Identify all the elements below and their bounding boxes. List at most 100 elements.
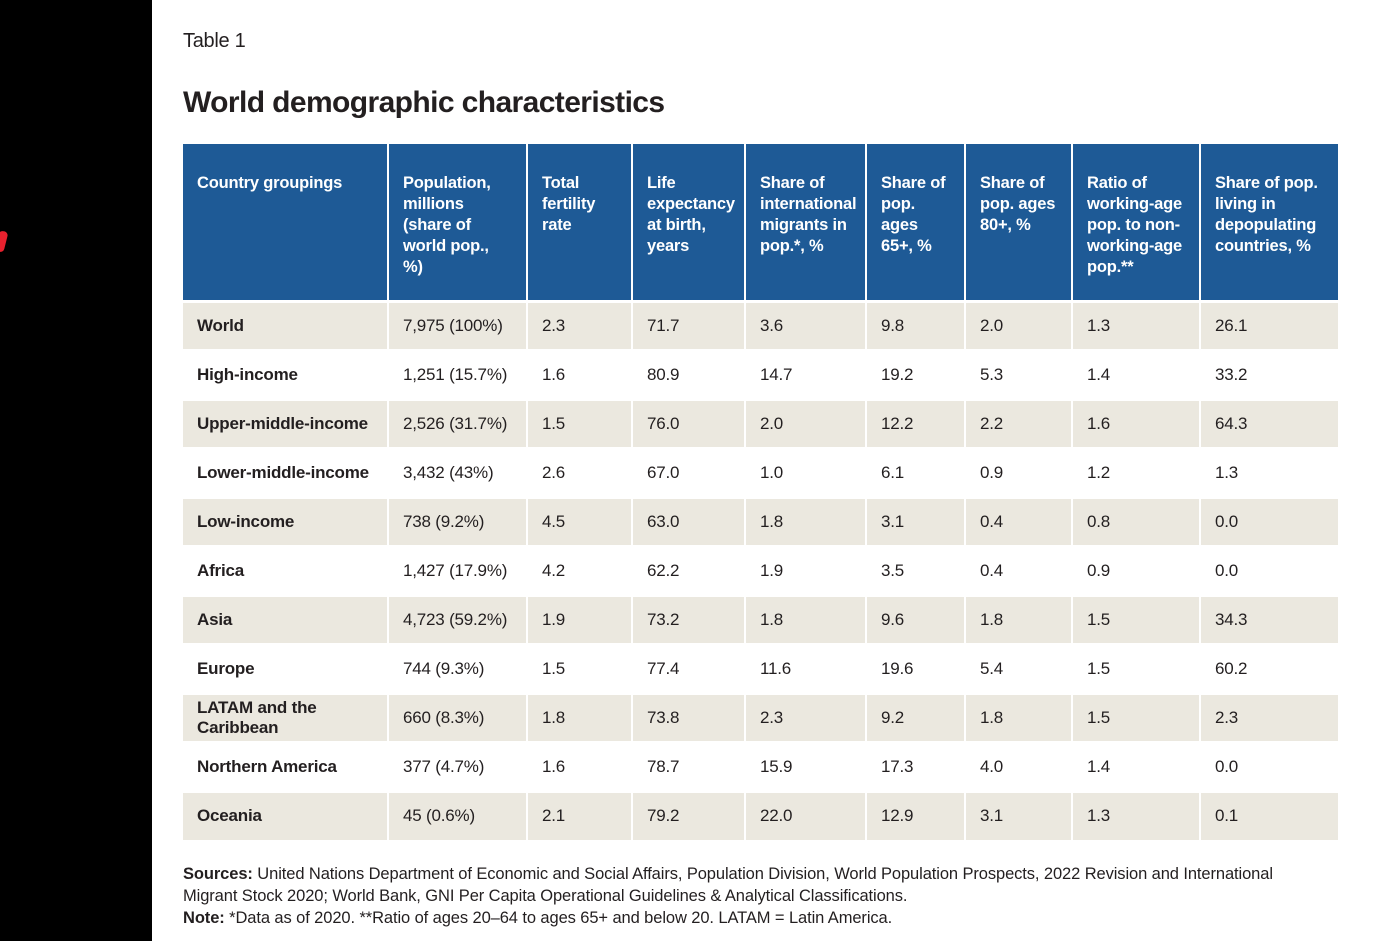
row-value-cell: 73.8: [632, 691, 746, 742]
row-value-cell: 1.8: [527, 691, 633, 742]
row-value-cell: 0.0: [1200, 544, 1338, 595]
row-value-cell: 660 (8.3%): [388, 691, 528, 742]
row-group-cell: Lower-middle-income: [183, 446, 389, 497]
row-value-cell: 2.3: [1200, 691, 1338, 742]
table-row: Asia 4,723 (59.2%) 1.9 73.2 1.8 9.6 1.8 1.5 34.3: [183, 593, 1338, 644]
row-value-cell: 19.2: [866, 348, 966, 399]
column-header-8: Share of pop. living in depopulating cou…: [1200, 144, 1338, 301]
row-group-cell: Africa: [183, 544, 389, 595]
row-value-cell: 0.0: [1200, 740, 1338, 791]
row-group-cell: Northern America: [183, 740, 389, 791]
footer-notes: Sources: United Nations Department of Ec…: [183, 864, 1288, 930]
row-value-cell: 2.3: [745, 691, 867, 742]
row-group-cell: Europe: [183, 642, 389, 693]
row-group-cell: World: [183, 299, 389, 350]
table-row: Europe 744 (9.3%) 1.5 77.4 11.6 19.6 5.4 1.5 60.…: [183, 642, 1338, 693]
column-header-4: Share of international migrants in pop.*…: [745, 144, 867, 301]
row-value-cell: 1.5: [1072, 691, 1201, 742]
sources-line: Sources: United Nations Department of Ec…: [183, 864, 1288, 930]
row-value-cell: 4,723 (59.2%): [388, 593, 528, 644]
row-value-cell: 2.6: [527, 446, 633, 497]
row-group-cell: LATAM and the Caribbean: [183, 691, 389, 742]
row-value-cell: 76.0: [632, 397, 746, 448]
content-area: Table 1 World demographic characteristic…: [152, 0, 1376, 941]
note-text: *Data as of 2020. **Ratio of ages 20–64 …: [224, 908, 893, 927]
row-value-cell: 7,975 (100%): [388, 299, 528, 350]
row-value-cell: 3.5: [866, 544, 966, 595]
row-value-cell: 0.4: [965, 495, 1073, 546]
row-value-cell: 17.3: [866, 740, 966, 791]
note-label: Note:: [183, 908, 225, 927]
row-value-cell: 12.2: [866, 397, 966, 448]
row-group-cell: Upper-middle-income: [183, 397, 389, 448]
row-value-cell: 26.1: [1200, 299, 1338, 350]
row-value-cell: 80.9: [632, 348, 746, 399]
table-row: Upper-middle-income 2,526 (31.7%) 1.5 76.0 2…: [183, 397, 1338, 448]
row-value-cell: 3.1: [866, 495, 966, 546]
row-value-cell: 0.4: [965, 544, 1073, 595]
row-value-cell: 9.2: [866, 691, 966, 742]
row-value-cell: 1.9: [745, 544, 867, 595]
row-value-cell: 3.1: [965, 789, 1073, 840]
row-value-cell: 15.9: [745, 740, 867, 791]
row-value-cell: 4.5: [527, 495, 633, 546]
row-value-cell: 63.0: [632, 495, 746, 546]
row-value-cell: 0.1: [1200, 789, 1338, 840]
table-row: Northern America 377 (4.7%) 1.6 78.7 15.9 17.…: [183, 740, 1338, 791]
row-value-cell: 12.9: [866, 789, 966, 840]
table-row: World 7,975 (100%) 2.3 71.7 3.6 9.8 2.0 1.3 26.1: [183, 299, 1338, 350]
row-group-cell: Asia: [183, 593, 389, 644]
row-group-cell: High-income: [183, 348, 389, 399]
row-value-cell: 5.4: [965, 642, 1073, 693]
table-row: LATAM and the Caribbean 660 (8.3%) 1.8 73.8…: [183, 691, 1338, 742]
table-number-label: Table 1: [183, 30, 246, 52]
row-value-cell: 1.3: [1072, 789, 1201, 840]
column-header-1: Population, millions (share of world pop…: [388, 144, 528, 301]
row-value-cell: 2.1: [527, 789, 633, 840]
row-group-cell: Oceania: [183, 789, 389, 840]
row-value-cell: 3,432 (43%): [388, 446, 528, 497]
column-header-3: Life expectancy at birth, years: [632, 144, 746, 301]
row-value-cell: 0.0: [1200, 495, 1338, 546]
row-value-cell: 1.4: [1072, 740, 1201, 791]
row-value-cell: 6.1: [866, 446, 966, 497]
row-value-cell: 1.0: [745, 446, 867, 497]
row-value-cell: 1.8: [745, 495, 867, 546]
row-value-cell: 2.0: [745, 397, 867, 448]
column-header-7: Ratio of working-age pop. to non-working…: [1072, 144, 1201, 301]
row-value-cell: 79.2: [632, 789, 746, 840]
row-value-cell: 62.2: [632, 544, 746, 595]
column-header-0: Country groupings: [183, 144, 389, 301]
row-value-cell: 14.7: [745, 348, 867, 399]
row-value-cell: 1.3: [1072, 299, 1201, 350]
row-value-cell: 71.7: [632, 299, 746, 350]
row-value-cell: 67.0: [632, 446, 746, 497]
row-value-cell: 1.3: [1200, 446, 1338, 497]
row-value-cell: 4.2: [527, 544, 633, 595]
row-value-cell: 1.8: [965, 691, 1073, 742]
column-header-2: Total fertility rate: [527, 144, 633, 301]
row-value-cell: 1.5: [1072, 593, 1201, 644]
row-group-cell: Low-income: [183, 495, 389, 546]
row-value-cell: 1,251 (15.7%): [388, 348, 528, 399]
sources-text: United Nations Department of Economic an…: [183, 865, 1273, 905]
row-value-cell: 2.3: [527, 299, 633, 350]
page-title: World demographic characteristics: [183, 86, 665, 119]
row-value-cell: 9.6: [866, 593, 966, 644]
row-value-cell: 744 (9.3%): [388, 642, 528, 693]
row-value-cell: 5.3: [965, 348, 1073, 399]
row-value-cell: 0.9: [1072, 544, 1201, 595]
row-value-cell: 1.8: [745, 593, 867, 644]
row-value-cell: 1.4: [1072, 348, 1201, 399]
sources-label: Sources:: [183, 865, 253, 883]
row-value-cell: 34.3: [1200, 593, 1338, 644]
table-row: Oceania 45 (0.6%) 2.1 79.2 22.0 12.9 3.1 1.3 0.1: [183, 789, 1338, 840]
row-value-cell: 9.8: [866, 299, 966, 350]
row-value-cell: 45 (0.6%): [388, 789, 528, 840]
left-sidebar-panel: [0, 0, 152, 941]
row-value-cell: 22.0: [745, 789, 867, 840]
row-value-cell: 3.6: [745, 299, 867, 350]
table-body: World 7,975 (100%) 2.3 71.7 3.6 9.8 2.0 1.3 26.1…: [183, 299, 1338, 840]
row-value-cell: 1.5: [1072, 642, 1201, 693]
